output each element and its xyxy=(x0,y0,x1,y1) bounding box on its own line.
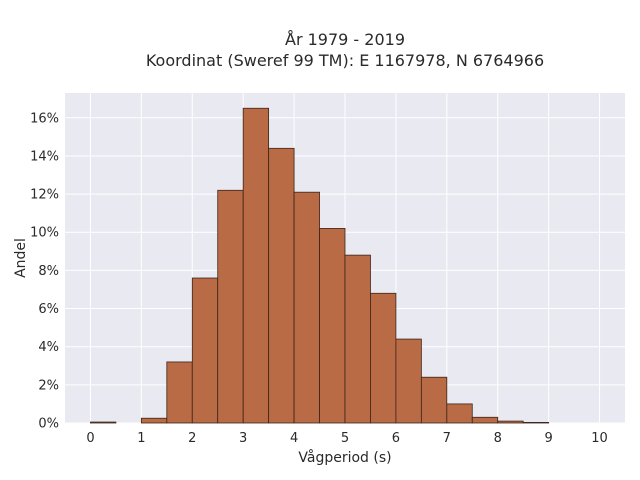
histogram-bar xyxy=(90,421,117,424)
histogram-bar xyxy=(319,228,346,424)
histogram-bar xyxy=(344,254,371,424)
histogram-bar xyxy=(191,277,219,424)
x-tick-label: 4 xyxy=(290,431,298,446)
x-tick-label: 0 xyxy=(86,431,94,446)
histogram-bar xyxy=(497,420,524,424)
histogram-bar xyxy=(293,191,320,424)
chart-title-line-2: Koordinat (Sweref 99 TM): E 1167978, N 6… xyxy=(146,51,544,70)
y-tick-label: 8% xyxy=(38,264,59,279)
x-tick-label: 3 xyxy=(239,431,247,446)
x-tick-label: 1 xyxy=(137,431,145,446)
histogram-bar xyxy=(268,147,295,424)
x-tick-label: 2 xyxy=(188,431,196,446)
y-tick-label: 14% xyxy=(30,149,59,164)
x-axis-ticks: 0 1 2 3 4 5 6 7 8 9 10 xyxy=(86,431,608,446)
histogram-bar xyxy=(446,403,473,424)
histogram-bar xyxy=(395,338,422,424)
y-tick-label: 6% xyxy=(38,302,59,317)
x-tick-label: 8 xyxy=(494,431,502,446)
histogram-bar xyxy=(420,376,448,424)
y-tick-label: 0% xyxy=(38,417,59,432)
histogram-bar xyxy=(471,416,499,424)
histogram-bar xyxy=(370,292,397,424)
bars xyxy=(90,107,550,424)
y-tick-label: 16% xyxy=(30,111,59,126)
y-tick-label: 4% xyxy=(38,340,59,355)
x-tick-label: 6 xyxy=(392,431,400,446)
x-tick-label: 7 xyxy=(443,431,451,446)
y-tick-label: 10% xyxy=(30,226,59,241)
y-tick-label: 12% xyxy=(30,188,59,203)
x-axis-label: Vågperiod (s) xyxy=(298,449,391,466)
histogram-bar xyxy=(217,189,244,424)
x-tick-label: 9 xyxy=(544,431,552,446)
chart-title-line-1: År 1979 - 2019 xyxy=(285,30,405,49)
histogram-bar xyxy=(166,361,193,424)
y-axis-label: Andel xyxy=(13,238,29,278)
x-tick-label: 5 xyxy=(341,431,349,446)
y-tick-label: 2% xyxy=(38,378,59,393)
histogram-bar xyxy=(522,422,550,424)
histogram-bar xyxy=(242,107,270,424)
y-axis-ticks: 0% 2% 4% 6% 8% 10% 12% 14% 16% xyxy=(30,111,59,431)
histogram-bar xyxy=(140,417,168,424)
x-tick-label: 10 xyxy=(591,431,608,446)
